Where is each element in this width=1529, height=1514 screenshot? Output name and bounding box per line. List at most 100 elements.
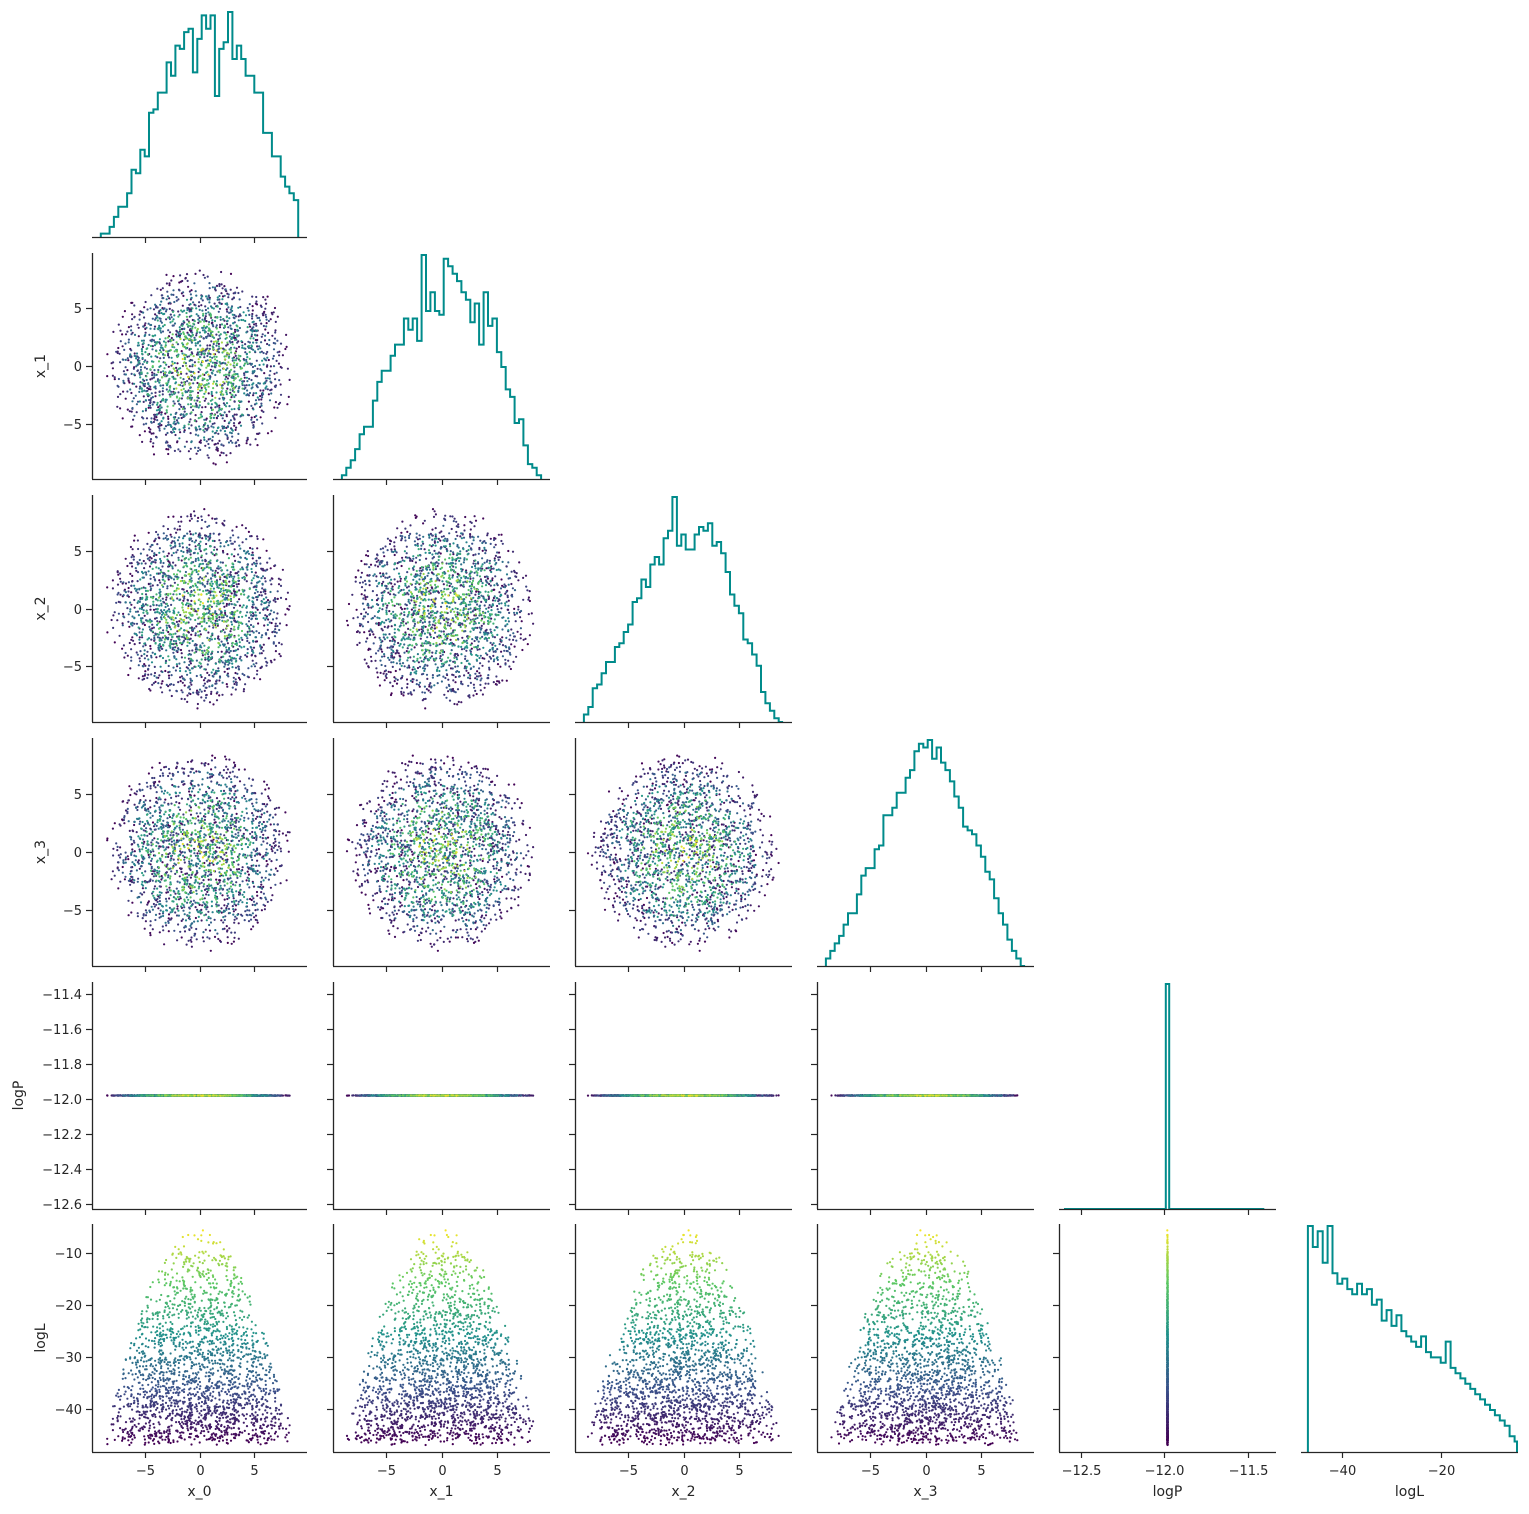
scatter-point bbox=[207, 373, 210, 376]
scatter-point bbox=[198, 616, 201, 619]
scatter-point bbox=[258, 432, 261, 435]
scatter-point bbox=[196, 586, 199, 589]
scatter-point bbox=[178, 402, 181, 405]
scatter-point bbox=[220, 640, 223, 643]
scatter-point bbox=[198, 301, 201, 304]
scatter-point bbox=[204, 628, 207, 631]
scatter-point bbox=[229, 419, 232, 422]
scatter-point bbox=[448, 664, 451, 667]
scatter-point bbox=[144, 593, 148, 596]
scatter-point bbox=[131, 301, 134, 304]
scatter-point bbox=[423, 548, 426, 551]
scatter-point bbox=[229, 341, 232, 344]
scatter-point bbox=[140, 350, 144, 353]
scatter-point bbox=[150, 661, 154, 664]
scatter-point bbox=[167, 365, 170, 368]
scatter-point bbox=[470, 647, 473, 650]
scatter-point bbox=[184, 277, 187, 280]
scatter-point bbox=[207, 442, 210, 446]
scatter-point bbox=[121, 345, 124, 348]
scatter-point bbox=[362, 597, 365, 600]
scatter-point bbox=[195, 646, 198, 649]
scatter-point bbox=[225, 541, 228, 544]
scatter-point bbox=[189, 657, 192, 660]
scatter-point bbox=[204, 405, 207, 409]
scatter-point bbox=[271, 357, 275, 360]
scatter-point bbox=[175, 350, 179, 353]
scatter-point bbox=[214, 442, 217, 446]
scatter-point bbox=[519, 633, 522, 636]
scatter-point bbox=[251, 557, 254, 560]
scatter-point bbox=[227, 373, 230, 376]
scatter-point bbox=[471, 542, 474, 545]
scatter-point bbox=[255, 588, 258, 591]
scatter-point bbox=[233, 603, 236, 606]
scatter-point bbox=[288, 378, 291, 381]
scatter-point bbox=[176, 549, 179, 552]
scatter-point bbox=[232, 382, 235, 385]
scatter-point bbox=[174, 646, 177, 649]
scatter-point bbox=[363, 608, 366, 611]
scatter-point bbox=[150, 392, 153, 395]
scatter-point bbox=[188, 663, 191, 667]
scatter-point bbox=[171, 375, 174, 378]
scatter-point bbox=[130, 659, 133, 662]
scatter-point bbox=[214, 286, 217, 289]
scatter-point bbox=[158, 338, 161, 341]
scatter-point bbox=[207, 323, 210, 326]
scatter-point bbox=[472, 694, 475, 697]
scatter-point bbox=[262, 351, 265, 355]
scatter-point bbox=[165, 448, 168, 451]
scatter-point bbox=[184, 391, 187, 394]
scatter-point bbox=[205, 418, 208, 421]
scatter-point bbox=[465, 669, 468, 672]
scatter-point bbox=[238, 313, 241, 316]
scatter-point bbox=[210, 638, 213, 641]
scatter-point bbox=[189, 626, 192, 630]
scatter-point bbox=[168, 331, 172, 334]
scatter-point bbox=[213, 355, 216, 358]
scatter-point bbox=[401, 556, 404, 559]
scatter-point bbox=[203, 436, 206, 439]
scatter-point bbox=[173, 402, 176, 405]
scatter-point bbox=[228, 410, 231, 413]
scatter-point bbox=[154, 395, 157, 398]
scatter-point bbox=[126, 564, 129, 568]
scatter-point bbox=[375, 575, 378, 578]
scatter-point bbox=[238, 544, 241, 547]
scatter-point bbox=[169, 313, 172, 316]
scatter-point bbox=[178, 397, 181, 400]
scatter-point bbox=[148, 565, 152, 568]
scatter-point bbox=[216, 426, 219, 430]
scatter-point bbox=[144, 382, 147, 385]
scatter-point bbox=[155, 409, 159, 412]
scatter-point bbox=[147, 322, 150, 325]
scatter-point bbox=[170, 390, 173, 393]
scatter-point bbox=[164, 441, 168, 444]
scatter-point bbox=[168, 563, 171, 566]
scatter-point bbox=[223, 637, 226, 640]
scatter-point bbox=[170, 356, 173, 359]
scatter-point bbox=[261, 422, 264, 425]
scatter-point bbox=[226, 434, 229, 437]
scatter-point bbox=[475, 590, 478, 593]
scatter-point bbox=[506, 608, 509, 611]
scatter-point bbox=[419, 572, 422, 575]
scatter-point bbox=[375, 667, 378, 670]
scatter-point bbox=[271, 334, 274, 337]
scatter-point bbox=[503, 583, 506, 586]
scatter-point bbox=[473, 525, 476, 528]
scatter-point bbox=[255, 614, 258, 617]
scatter-point bbox=[193, 569, 196, 572]
scatter-point bbox=[172, 318, 175, 321]
scatter-point bbox=[242, 690, 245, 693]
scatter-point bbox=[187, 324, 190, 327]
scatter-point bbox=[281, 354, 284, 357]
scatter-point bbox=[211, 356, 214, 359]
scatter-point bbox=[397, 641, 400, 645]
scatter-point bbox=[199, 428, 202, 431]
scatter-point bbox=[198, 588, 201, 591]
scatter-point bbox=[236, 590, 239, 593]
scatter-point bbox=[189, 595, 192, 598]
scatter-point bbox=[223, 524, 226, 527]
